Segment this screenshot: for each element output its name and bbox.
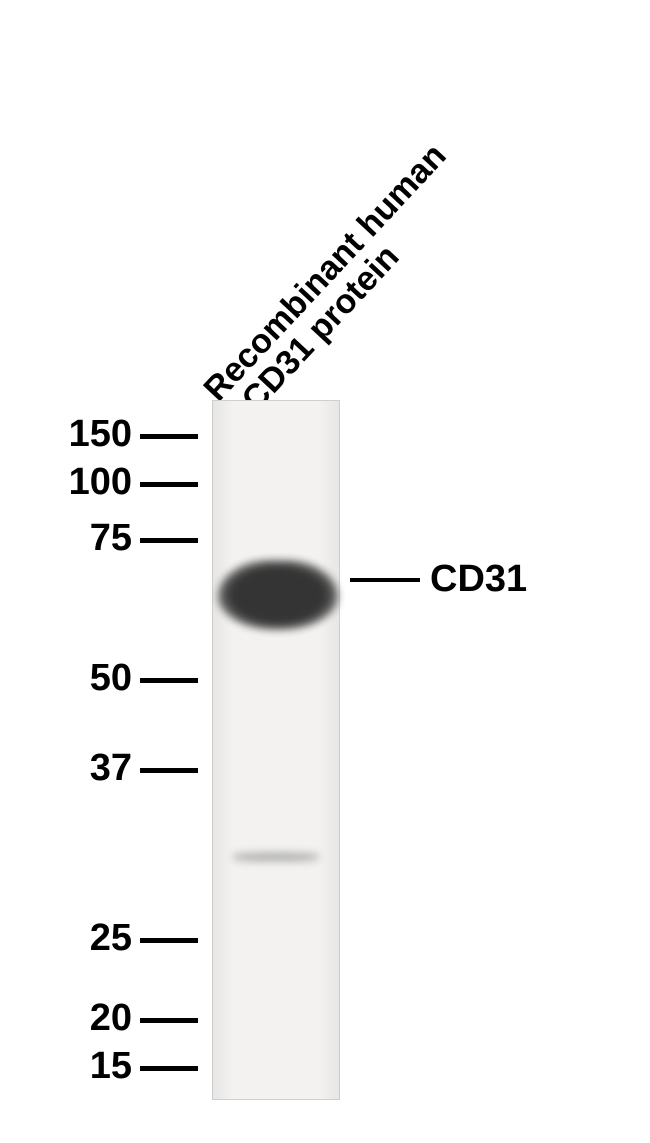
mw-label-75: 75 bbox=[90, 517, 132, 560]
western-blot-figure: Recombinant human CD31 protein 150100755… bbox=[0, 0, 650, 1143]
mw-tick-37 bbox=[140, 768, 198, 773]
mw-label-20: 20 bbox=[90, 997, 132, 1040]
band-pointer bbox=[350, 578, 420, 582]
mw-label-15: 15 bbox=[90, 1045, 132, 1088]
mw-tick-20 bbox=[140, 1018, 198, 1023]
mw-label-50: 50 bbox=[90, 657, 132, 700]
main-band bbox=[218, 560, 338, 630]
mw-label-37: 37 bbox=[90, 747, 132, 790]
mw-label-100: 100 bbox=[69, 461, 132, 504]
faint-band bbox=[232, 852, 320, 862]
blot-lane bbox=[212, 400, 340, 1100]
mw-tick-100 bbox=[140, 482, 198, 487]
mw-label-25: 25 bbox=[90, 917, 132, 960]
mw-tick-50 bbox=[140, 678, 198, 683]
mw-tick-15 bbox=[140, 1066, 198, 1071]
band-label: CD31 bbox=[430, 558, 527, 601]
mw-label-150: 150 bbox=[69, 413, 132, 456]
mw-tick-25 bbox=[140, 938, 198, 943]
mw-tick-75 bbox=[140, 538, 198, 543]
mw-tick-150 bbox=[140, 434, 198, 439]
sample-label-line1: Recombinant human bbox=[196, 136, 454, 409]
